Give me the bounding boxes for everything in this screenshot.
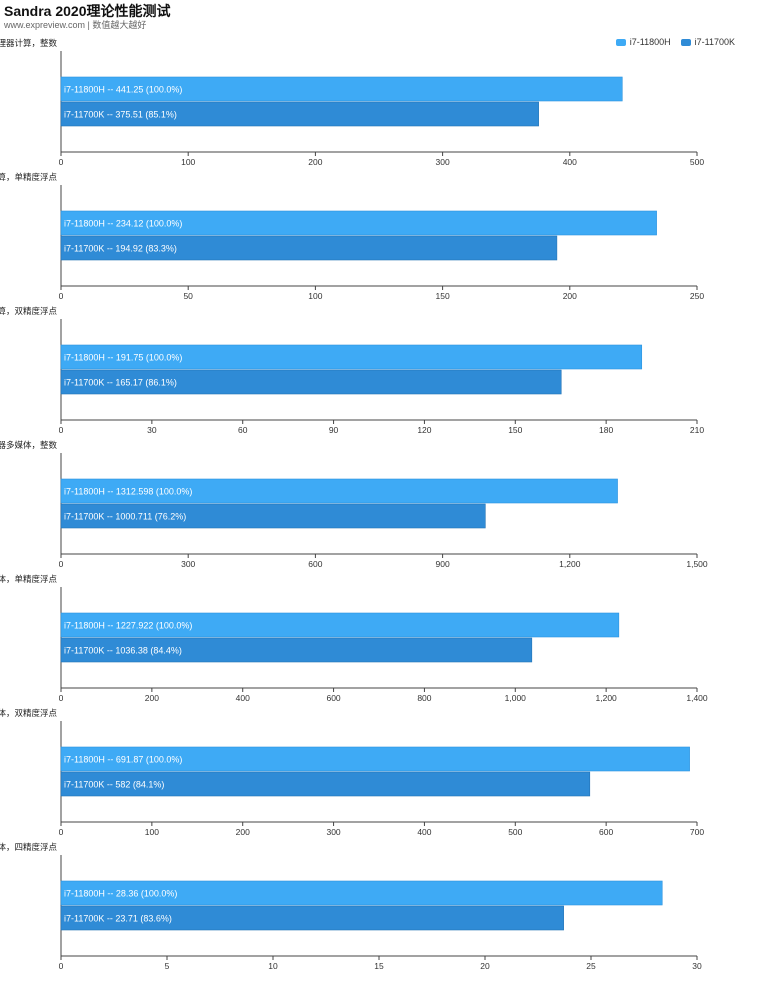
- x-tick-label-4-2: 400: [236, 693, 250, 703]
- page-subtitle: www.expreview.com | 数值越大越好: [4, 20, 147, 30]
- chart-title-4: 处理器多媒体，单精度浮点: [0, 574, 57, 584]
- x-tick-label-4-7: 1,400: [686, 693, 708, 703]
- bar-label-3-0: i7-11800H -- 1312.598 (100.0%): [64, 487, 192, 497]
- bar-label-4-0: i7-11800H -- 1227.922 (100.0%): [64, 621, 192, 631]
- bar-label-4-1: i7-11700K -- 1036.38 (84.4%): [64, 646, 182, 656]
- x-tick-label-2-5: 150: [508, 425, 522, 435]
- bar-label-3-1: i7-11700K -- 1000.711 (76.2%): [64, 512, 186, 522]
- x-tick-label-5-4: 400: [417, 827, 431, 837]
- bar-6-1: [60, 905, 564, 931]
- x-tick-label-3-5: 1,500: [686, 559, 708, 569]
- x-tick-label-5-5: 500: [508, 827, 522, 837]
- legend: i7-11800H i7-11700K: [615, 37, 735, 47]
- bar-label-0-0: i7-11800H -- 441.25 (100.0%): [64, 85, 182, 95]
- x-tick-label-6-2: 10: [268, 961, 278, 971]
- legend-swatch-11700k: [680, 38, 691, 46]
- x-tick-label-3-0: 0: [59, 559, 64, 569]
- bar-label-1-1: i7-11700K -- 194.92 (83.3%): [64, 244, 177, 254]
- bar-2-0: [60, 344, 643, 370]
- x-tick-label-0-1: 100: [181, 157, 195, 167]
- chart-title-1: 处理器计算，单精度浮点: [0, 172, 57, 182]
- bar-label-0-1: i7-11700K -- 375.51 (85.1%): [64, 110, 177, 120]
- x-tick-label-2-0: 0: [59, 425, 64, 435]
- x-tick-label-4-6: 1,200: [596, 693, 618, 703]
- x-tick-label-3-3: 900: [436, 559, 450, 569]
- x-tick-label-3-4: 1,200: [559, 559, 581, 569]
- x-tick-label-6-0: 0: [59, 961, 64, 971]
- x-tick-label-5-7: 700: [690, 827, 704, 837]
- bar-5-1: [60, 771, 591, 797]
- bar-label-5-0: i7-11800H -- 691.87 (100.0%): [64, 755, 182, 765]
- bar-label-6-1: i7-11700K -- 23.71 (83.6%): [64, 914, 172, 924]
- legend-item-11700k[interactable]: i7-11700K: [680, 37, 735, 47]
- x-tick-label-5-1: 100: [145, 827, 159, 837]
- bar-4-0: [60, 612, 620, 638]
- bar-1-0: [60, 210, 657, 236]
- chart-title-0: 处理器计算，整数: [0, 38, 57, 48]
- x-tick-label-0-0: 0: [59, 157, 64, 167]
- x-tick-label-2-2: 60: [238, 425, 248, 435]
- x-tick-label-5-0: 0: [59, 827, 64, 837]
- x-tick-label-3-1: 300: [181, 559, 195, 569]
- bar-label-2-0: i7-11800H -- 191.75 (100.0%): [64, 353, 182, 363]
- x-tick-label-1-4: 200: [563, 291, 577, 301]
- bar-label-2-1: i7-11700K -- 165.17 (86.1%): [64, 378, 177, 388]
- bar-3-0: [60, 478, 618, 504]
- x-tick-label-4-4: 800: [417, 693, 431, 703]
- x-tick-label-6-6: 30: [692, 961, 702, 971]
- x-tick-label-5-2: 200: [236, 827, 250, 837]
- bar-label-1-0: i7-11800H -- 234.12 (100.0%): [64, 219, 182, 229]
- x-tick-label-2-7: 210: [690, 425, 704, 435]
- bar-label-6-0: i7-11800H -- 28.36 (100.0%): [64, 889, 177, 899]
- bar-2-1: [60, 369, 562, 395]
- chart-title-5: 处理器多媒体，双精度浮点: [0, 708, 57, 718]
- page-title: Sandra 2020理论性能测试: [4, 3, 171, 19]
- x-tick-label-6-4: 20: [480, 961, 490, 971]
- x-tick-label-6-5: 25: [586, 961, 596, 971]
- bar-5-0: [60, 746, 690, 772]
- bar-4-1: [60, 637, 533, 663]
- x-tick-label-0-4: 400: [563, 157, 577, 167]
- chart-title-6: 处理器多媒体，四精度浮点: [0, 842, 57, 852]
- bar-0-1: [60, 101, 539, 127]
- x-tick-label-5-3: 300: [326, 827, 340, 837]
- bar-0-0: [60, 76, 623, 102]
- x-tick-label-1-3: 150: [436, 291, 450, 301]
- bar-1-1: [60, 235, 558, 261]
- x-tick-label-4-1: 200: [145, 693, 159, 703]
- x-tick-label-2-4: 120: [417, 425, 431, 435]
- x-tick-label-4-0: 0: [59, 693, 64, 703]
- x-tick-label-6-1: 5: [165, 961, 170, 971]
- chart-title-3: 处理器多媒体，整数: [0, 440, 57, 450]
- x-tick-label-2-1: 30: [147, 425, 157, 435]
- x-tick-label-1-2: 100: [308, 291, 322, 301]
- x-tick-label-2-6: 180: [599, 425, 613, 435]
- legend-label-11700k: i7-11700K: [694, 37, 735, 47]
- x-tick-label-1-0: 0: [59, 291, 64, 301]
- bar-6-0: [60, 880, 663, 906]
- x-tick-label-0-2: 200: [308, 157, 322, 167]
- chart-title-2: 处理器计算，双精度浮点: [0, 306, 57, 316]
- x-tick-label-1-5: 250: [690, 291, 704, 301]
- legend-label-11800h: i7-11800H: [629, 37, 671, 47]
- x-tick-label-0-3: 300: [436, 157, 450, 167]
- x-tick-label-6-3: 15: [374, 961, 384, 971]
- x-tick-label-3-2: 600: [308, 559, 322, 569]
- x-tick-label-4-3: 600: [326, 693, 340, 703]
- legend-item-11800h[interactable]: i7-11800H: [615, 37, 671, 47]
- x-tick-label-5-6: 600: [599, 827, 613, 837]
- x-tick-label-2-3: 90: [329, 425, 339, 435]
- x-tick-label-0-5: 500: [690, 157, 704, 167]
- legend-swatch-11800h: [615, 38, 626, 46]
- bar-3-1: [60, 503, 486, 529]
- x-tick-label-1-1: 50: [183, 291, 193, 301]
- bar-label-5-1: i7-11700K -- 582 (84.1%): [64, 780, 164, 790]
- x-tick-label-4-5: 1,000: [505, 693, 527, 703]
